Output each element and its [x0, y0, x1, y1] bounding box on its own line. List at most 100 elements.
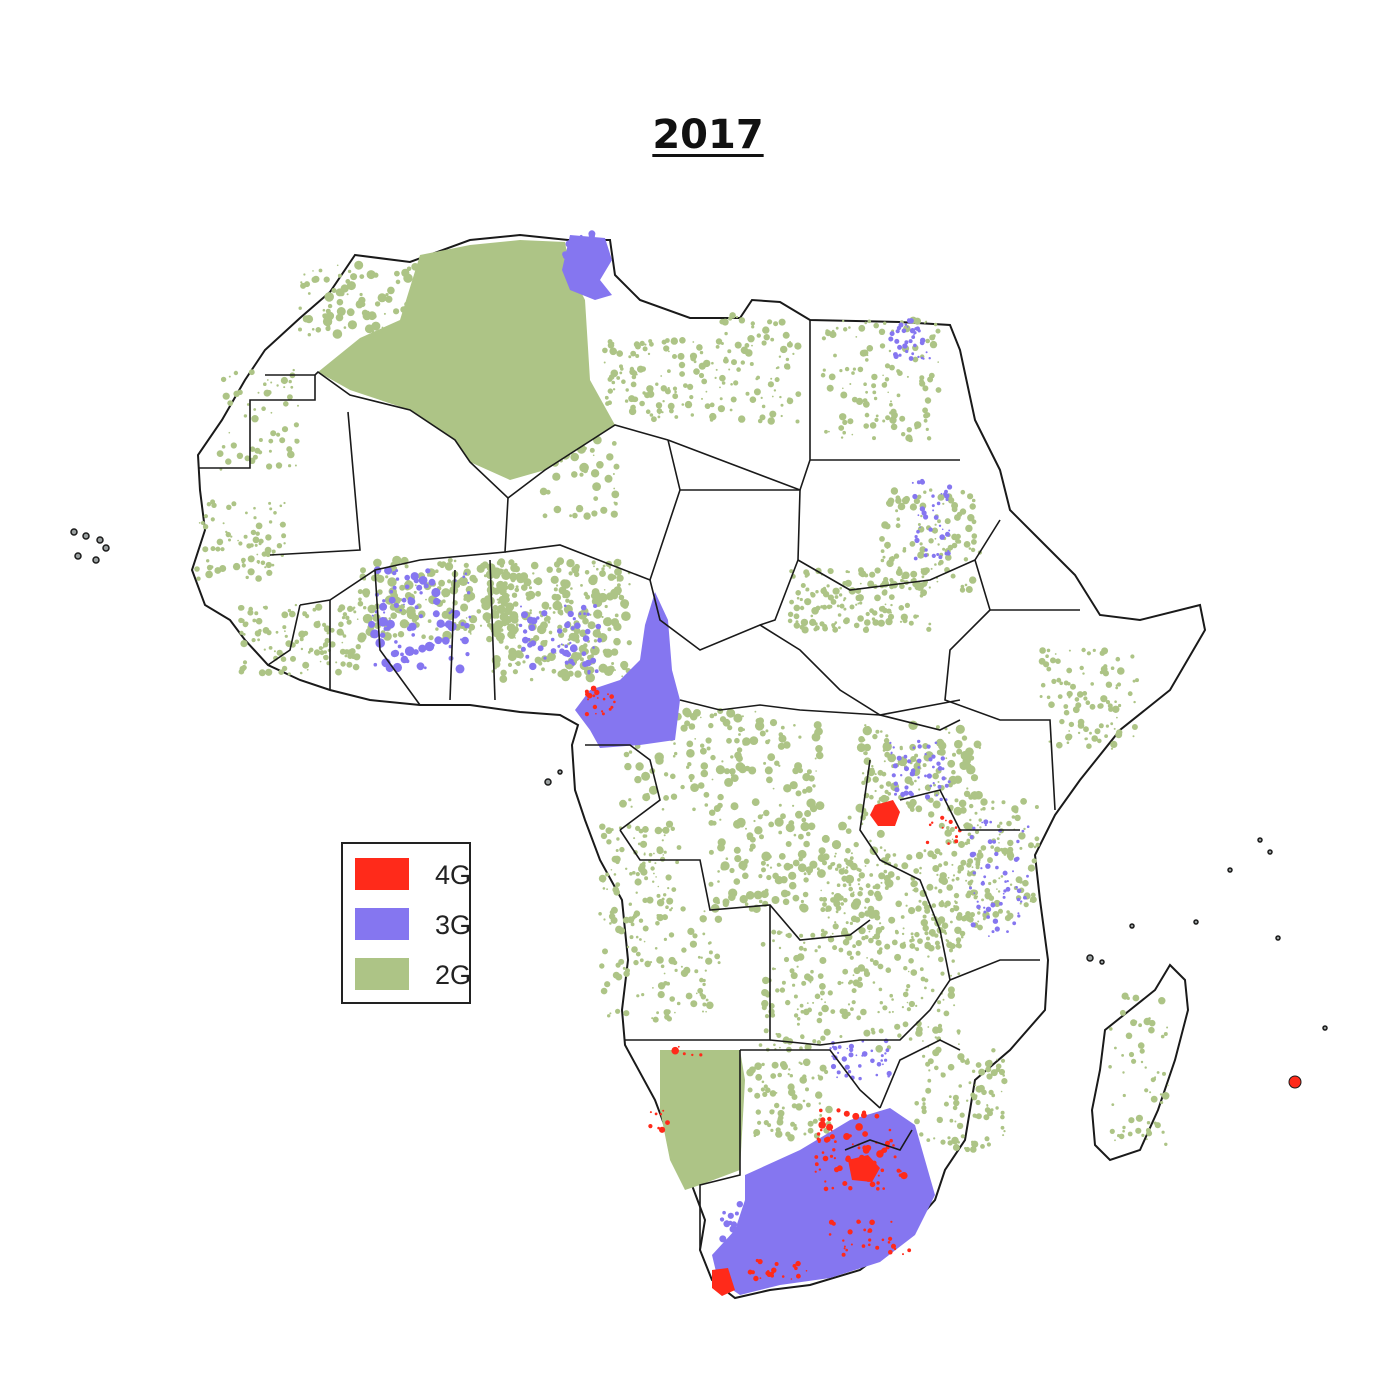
coverage-2g-dot	[284, 630, 286, 633]
coverage-2g-dot	[874, 914, 881, 921]
coverage-2g-dot	[553, 587, 558, 592]
coverage-2g-dot	[303, 273, 306, 276]
coverage-2g-dot	[838, 868, 845, 875]
coverage-3g-dot	[914, 535, 918, 539]
coverage-3g-dot	[884, 1058, 888, 1062]
coverage-2g-dot	[815, 590, 819, 594]
coverage-2g-dot	[721, 381, 726, 385]
coverage-2g-dot	[908, 1037, 913, 1041]
coverage-2g-dot	[824, 429, 828, 434]
coverage-2g-dot	[787, 618, 793, 624]
coverage-2g-dot	[799, 1046, 803, 1050]
coverage-2g-dot	[880, 881, 883, 884]
coverage-2g-dot	[762, 892, 764, 895]
coverage-2g-dot	[785, 841, 792, 847]
coverage-2g-dot	[593, 609, 603, 619]
coverage-2g-dot	[767, 381, 775, 388]
coverage-2g-dot	[1141, 1133, 1145, 1137]
coverage-2g-dot	[835, 867, 839, 871]
coverage-2g-dot	[635, 872, 640, 877]
coverage-3g-dot	[913, 556, 918, 561]
coverage-2g-dot	[614, 501, 618, 506]
coverage-2g-dot	[289, 610, 296, 618]
coverage-2g-dot	[842, 387, 844, 390]
coverage-2g-dot	[926, 883, 934, 891]
coverage-2g-dot	[623, 1010, 630, 1017]
coverage-2g-dot	[947, 991, 955, 999]
coverage-3g-dot	[917, 766, 921, 769]
coverage-2g-dot	[590, 645, 600, 656]
coverage-2g-dot	[760, 860, 766, 866]
coverage-2g-dot	[1145, 1127, 1151, 1133]
coverage-2g-dot	[910, 756, 917, 763]
coverage-2g-dot	[825, 905, 832, 912]
coverage-2g-dot	[859, 601, 863, 605]
coverage-2g-dot	[616, 574, 624, 582]
coverage-2g-dot	[826, 1108, 829, 1110]
coverage-2g-dot	[276, 384, 279, 387]
coverage-3g-dot	[932, 765, 935, 769]
coverage-2g-dot	[626, 945, 630, 949]
coverage-3g-dot	[428, 578, 436, 586]
coverage-2g-dot	[230, 535, 233, 538]
coverage-2g-dot	[869, 839, 872, 843]
coverage-2g-dot	[800, 1034, 805, 1040]
coverage-2g-dot	[1030, 896, 1037, 903]
coverage-4g-dot	[796, 1273, 801, 1279]
coverage-2g-dot	[757, 1120, 762, 1125]
coverage-2g-dot	[939, 852, 943, 856]
coverage-2g-dot	[933, 783, 936, 787]
coverage-2g-dot	[857, 602, 860, 605]
coverage-3g-dot	[901, 328, 907, 334]
coverage-2g-dot	[525, 591, 531, 597]
coverage-2g-dot	[273, 650, 276, 653]
coverage-4g-dot	[781, 1275, 785, 1278]
coverage-3g-dot	[948, 529, 951, 532]
coverage-2g-dot	[802, 773, 811, 782]
coverage-3g-dot	[464, 572, 468, 575]
coverage-2g-dot	[249, 556, 252, 559]
coverage-2g-dot	[421, 634, 426, 639]
coverage-2g-dot	[1130, 1019, 1137, 1027]
coverage-2g-dot	[714, 953, 721, 960]
coverage-2g-dot	[777, 1072, 782, 1078]
coverage-2g-dot	[749, 362, 754, 366]
coverage-2g-dot	[278, 669, 285, 675]
coverage-2g-dot	[514, 587, 520, 593]
coverage-2g-dot	[1135, 1114, 1143, 1122]
coverage-2g-dot	[796, 965, 799, 968]
coverage-2g-dot	[986, 1104, 989, 1106]
coverage-2g-dot	[958, 841, 965, 848]
coverage-2g-dot	[806, 798, 816, 808]
coverage-2g-dot	[735, 762, 745, 772]
coverage-3g-dot	[373, 662, 378, 667]
coverage-2g-dot	[639, 869, 645, 874]
coverage-2g-dot	[543, 616, 549, 622]
coverage-3g-dot	[841, 1056, 847, 1062]
coverage-2g-dot	[703, 359, 711, 368]
coverage-3g-dot	[913, 331, 917, 335]
coverage-2g-dot	[961, 735, 968, 741]
coverage-2g-dot	[970, 547, 976, 553]
coverage-2g-dot	[890, 611, 892, 614]
coverage-2g-dot	[604, 604, 608, 609]
coverage-2g-dot	[969, 912, 976, 918]
coverage-2g-dot	[306, 668, 309, 671]
coverage-2g-dot	[603, 648, 613, 658]
coverage-2g-dot	[922, 1054, 926, 1058]
coverage-2g-dot	[599, 963, 605, 969]
coverage-2g-dot	[919, 872, 922, 875]
coverage-3g-dot	[586, 612, 590, 616]
coverage-2g-dot	[987, 1110, 993, 1117]
coverage-2g-dot	[626, 640, 632, 646]
coverage-2g-dot	[1097, 703, 1103, 709]
coverage-2g-dot	[914, 931, 920, 938]
coverage-2g-dot	[1082, 691, 1088, 696]
coverage-2g-dot	[615, 962, 621, 968]
coverage-2g-dot	[885, 886, 888, 889]
coverage-2g-dot	[1110, 740, 1118, 749]
coverage-2g-dot	[879, 613, 884, 618]
coverage-2g-dot	[903, 941, 906, 944]
coverage-2g-dot	[877, 619, 885, 627]
coverage-2g-dot	[1038, 657, 1046, 665]
